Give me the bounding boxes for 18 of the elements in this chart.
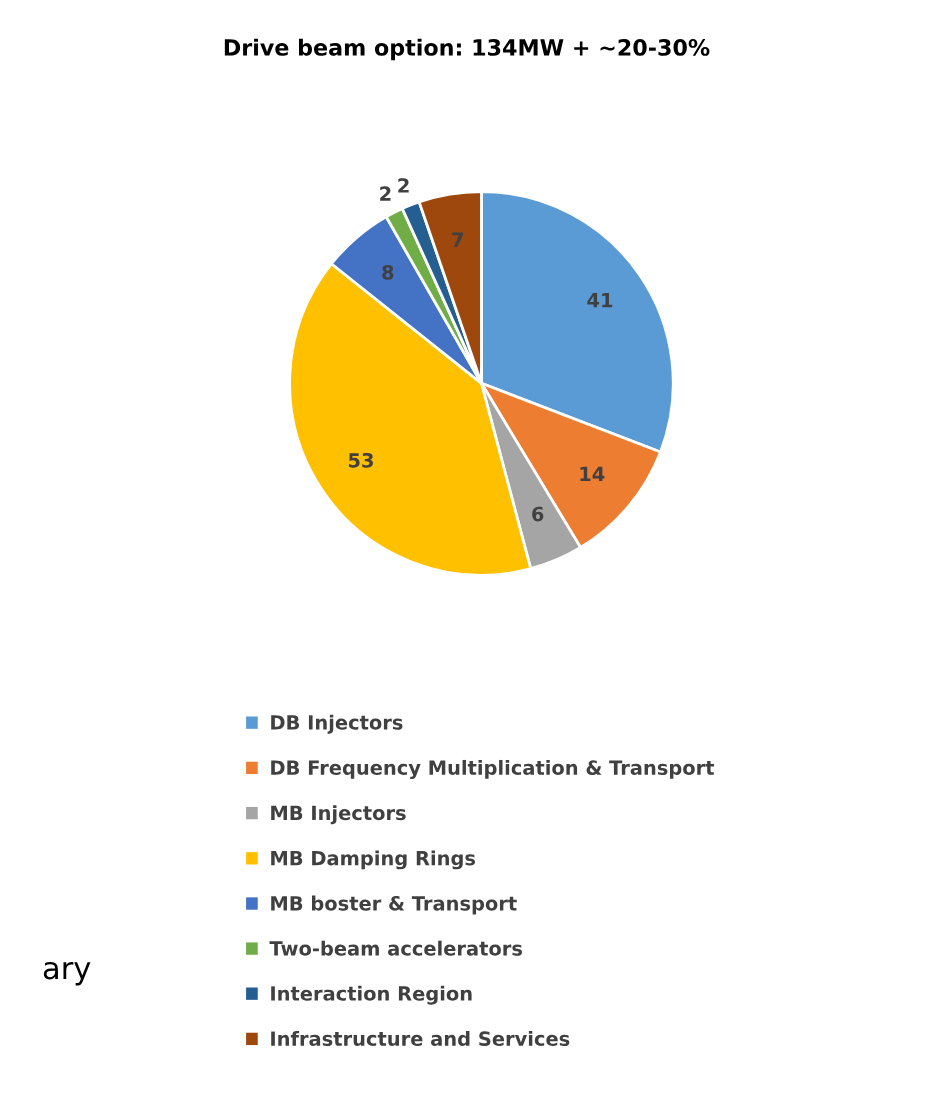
data-label: 2 xyxy=(380,186,391,201)
legend-label: MB Injectors xyxy=(271,805,406,825)
data-label: 41 xyxy=(587,292,613,308)
legend-label: Infrastructure and Services xyxy=(271,1030,570,1047)
chart-title: Drive beam option: 134MW + ~20-30% xyxy=(224,38,710,61)
legend-label: Two-beam accelerators xyxy=(269,940,523,956)
legend-label: MB Damping Rings xyxy=(271,850,476,870)
data-label: 7 xyxy=(452,232,463,247)
data-label: 14 xyxy=(580,466,605,482)
text: ary xyxy=(43,961,91,986)
legend-label: MB boster & Transport xyxy=(271,895,517,915)
data-label: 53 xyxy=(348,452,373,468)
legend-label: DB Injectors xyxy=(271,714,403,734)
legend-label: DB Frequency Multiplication & Transport xyxy=(271,759,715,779)
legend-label: Interaction Region xyxy=(271,985,472,1005)
data-label: 2 xyxy=(398,178,409,193)
data-label: 6 xyxy=(532,506,544,522)
data-label: 8 xyxy=(382,265,394,280)
